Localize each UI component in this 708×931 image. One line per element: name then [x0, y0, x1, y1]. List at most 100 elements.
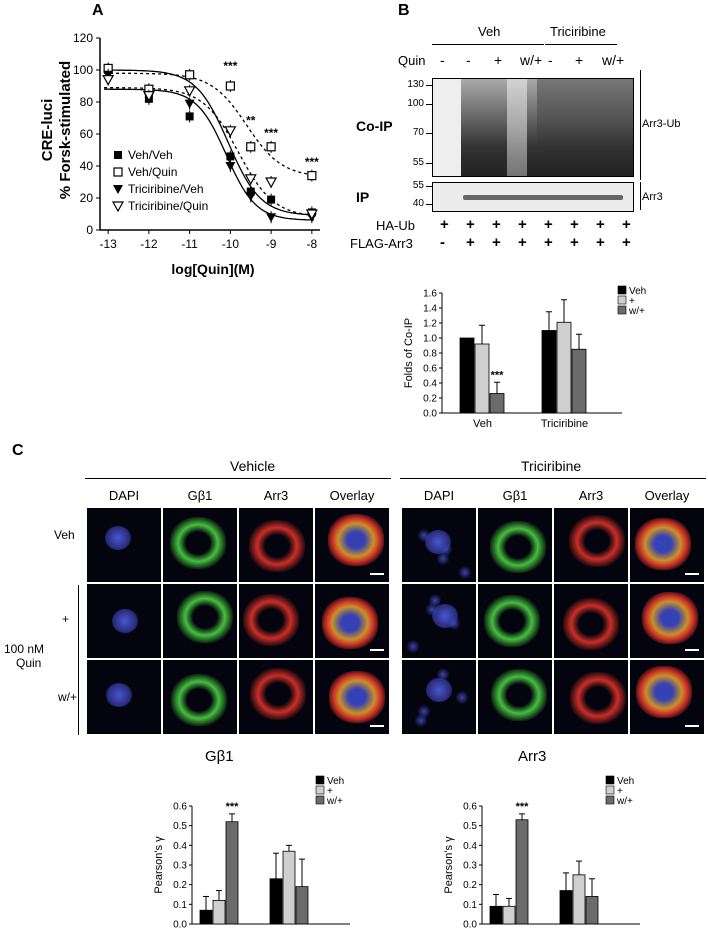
legend-swatch: [605, 785, 615, 795]
bar-triciribine-wplus: [571, 348, 587, 414]
coip-mw-label: 130: [407, 79, 424, 90]
fit-curve-2: [104, 72, 314, 176]
chart-a-ytick-label: 0: [86, 223, 93, 237]
overlay-stain: [322, 597, 378, 649]
ytick-label: 0.3: [463, 861, 477, 872]
legend-swatch: [617, 285, 627, 295]
legend-marker: [113, 185, 123, 194]
flag-lane-marker: +: [622, 234, 631, 251]
bar-veh-wplus: [489, 393, 505, 414]
coip-mw-label: 70: [412, 127, 424, 138]
scale-bar: [370, 573, 384, 575]
micrograph-tile: [478, 584, 552, 658]
cell-stain: [177, 591, 233, 643]
nucleus: [414, 714, 428, 727]
fit-curve-3: [104, 88, 314, 221]
data-point-veh-quin: [246, 142, 256, 152]
quin-lane-marker: w/+: [520, 52, 543, 68]
ytick-label: 0.0: [463, 920, 477, 931]
micrograph-tile: [315, 660, 389, 734]
channel-header: DAPI: [108, 488, 140, 503]
arr3-pearson-chart: 0.0 0.1 0.2 0.3 0.4 0.5 0.6 Pearson's γ Vehicle T…: [443, 775, 640, 931]
bar-vehicle-veh: [199, 909, 213, 925]
cell-stain: [243, 594, 299, 646]
overlay-stain: [328, 514, 384, 566]
data-point-triciribine-quin: [102, 75, 115, 86]
data-point-triciribine-quin: [244, 174, 257, 186]
bar-vehicle-wplus: [515, 819, 529, 925]
row-label: Veh: [54, 528, 75, 542]
micrograph-tile: [402, 584, 476, 658]
quin-lane-marker: -: [466, 52, 471, 68]
haub-lane-marker: +: [518, 216, 527, 233]
legend-swatch: [315, 785, 325, 795]
ytick-label: 0.4: [423, 379, 437, 390]
scale-bar: [685, 649, 699, 651]
flag-lane-marker: +: [492, 234, 501, 251]
gb1-pearson-chart: 0.0 0.1 0.2 0.3 0.4 0.5 0.6 Pearson's γ Vehicle T…: [153, 775, 350, 931]
coip-mw-tick: [426, 104, 432, 105]
coip-blot-image: [432, 78, 634, 177]
ytick-label: 0.0: [173, 920, 187, 931]
quin-lane-marker: -: [440, 52, 445, 68]
cell-stain: [569, 515, 625, 567]
micrograph-tile: [239, 508, 313, 582]
ytick-label: 0.5: [463, 821, 477, 832]
legend-swatch: [617, 305, 627, 315]
ytick-label: 1.0: [423, 334, 437, 345]
ytick-label: 0.0: [423, 409, 437, 420]
cell-stain: [250, 668, 306, 720]
category-label: Triciribine: [266, 929, 313, 930]
nucleus: [455, 691, 469, 704]
chart-a-xtick-label: -13: [99, 237, 117, 251]
arr3-bracket: [640, 182, 641, 210]
nucleus: [425, 603, 439, 616]
fit-curve-1: [104, 69, 314, 216]
blot-veh-bracket: [432, 44, 544, 45]
haub-lane-marker: +: [492, 216, 501, 233]
ip-blot-image: [432, 182, 634, 212]
coip-mw-tick: [426, 133, 432, 134]
cell-stain: [249, 520, 305, 572]
ytick-label: 0.2: [173, 880, 187, 891]
haub-lane-marker: +: [622, 216, 631, 233]
nucleus: [436, 552, 450, 565]
nucleus: [406, 640, 420, 653]
significance-marker: ***: [305, 155, 319, 169]
ytick-label: 0.4: [173, 841, 187, 852]
nucleus: [106, 683, 132, 707]
cell-stain: [170, 517, 226, 569]
quin-lane-marker: w/+: [602, 52, 625, 68]
data-point-veh-veh: [185, 112, 194, 121]
data-point-veh-quin: [225, 81, 235, 91]
data-point-triciribine-veh: [184, 99, 195, 109]
bar-vehicle-wplus: [225, 821, 239, 925]
micrograph-tile: [163, 584, 237, 658]
ytick-label: 0.3: [173, 861, 187, 872]
channel-header: Arr3: [263, 488, 289, 503]
quin-lane-marker: +: [494, 52, 503, 68]
legend-label: +: [629, 296, 635, 307]
category-label: Vehicle: [202, 929, 237, 930]
legend-swatch: [315, 795, 325, 805]
vehicle-bracket: [85, 478, 391, 479]
flag-row-label: FLAG-Arr3: [350, 236, 413, 251]
significance-marker: **: [246, 113, 256, 127]
nucleus: [105, 526, 131, 550]
channel-header: Overlay: [644, 488, 690, 503]
nucleus: [417, 529, 431, 542]
row-label: w/+: [58, 690, 78, 704]
bar-veh-veh: [459, 337, 475, 414]
y-axis-label: Folds of Co-IP: [403, 318, 415, 388]
arr3-chart-title: Arr3: [518, 748, 547, 765]
nucleus: [426, 678, 452, 702]
scale-bar: [685, 725, 699, 727]
legend-label: Veh/Quin: [128, 165, 177, 179]
nucleus: [458, 566, 472, 579]
coip-mw-tick: [426, 85, 432, 86]
chart-a-ytick-label: 60: [80, 127, 94, 141]
chart-a-xtick-label: -8: [307, 237, 318, 251]
overlay-stain: [329, 671, 385, 723]
chart-a-ytick-label: 100: [73, 63, 93, 77]
micrograph-tile: [315, 508, 389, 582]
